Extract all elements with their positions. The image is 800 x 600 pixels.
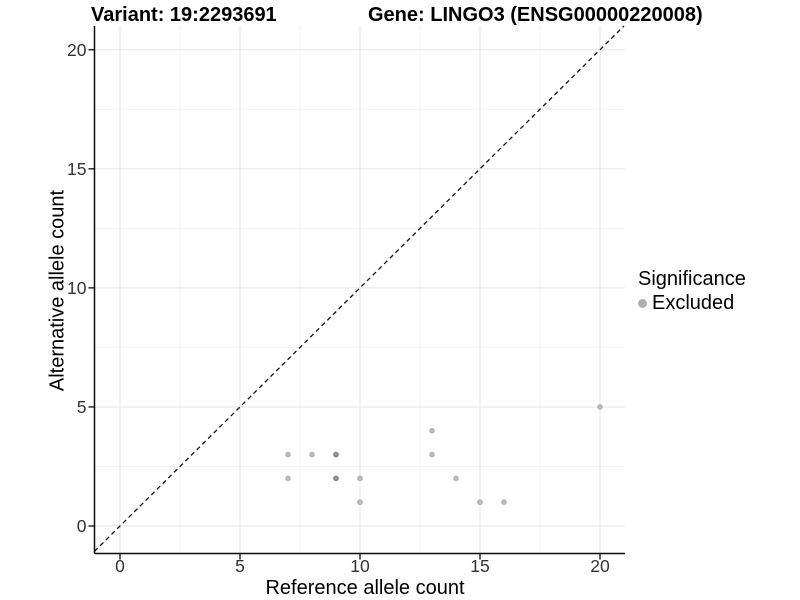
data-point: [309, 451, 315, 458]
y-tick-label: 20: [67, 40, 87, 60]
legend: Significance Excluded: [638, 268, 746, 315]
legend-point-icon: [638, 299, 647, 308]
identity-line: [94, 25, 625, 552]
data-point: [453, 475, 459, 482]
variant-title: Variant: 19:2293691: [91, 4, 277, 26]
x-tick-label: 20: [590, 556, 610, 576]
y-tick-label: 0: [77, 516, 87, 536]
legend-entry-excluded: Excluded: [638, 292, 746, 315]
data-point: [429, 427, 435, 434]
gene-title: Gene: LINGO3 (ENSG00000220008): [368, 4, 703, 26]
y-tick-label: 10: [67, 278, 87, 298]
data-point: [429, 451, 435, 458]
data-point: [357, 499, 363, 506]
legend-title: Significance: [638, 268, 746, 290]
data-point: [501, 499, 507, 506]
data-point: [597, 404, 603, 410]
y-tick-label: 5: [77, 397, 87, 417]
data-point: [357, 475, 363, 482]
legend-entry-label: Excluded: [652, 292, 735, 314]
x-tick-label: 5: [235, 556, 245, 576]
data-point: [333, 451, 339, 458]
x-tick-label: 10: [350, 556, 370, 576]
x-axis-label: Reference allele count: [265, 577, 465, 599]
data-point: [285, 475, 291, 482]
x-tick-label: 15: [470, 556, 489, 576]
data-point: [333, 475, 339, 482]
y-tick-label: 15: [67, 159, 86, 179]
data-point: [477, 499, 483, 506]
data-point: [285, 451, 291, 458]
x-tick-label: 0: [115, 556, 125, 576]
